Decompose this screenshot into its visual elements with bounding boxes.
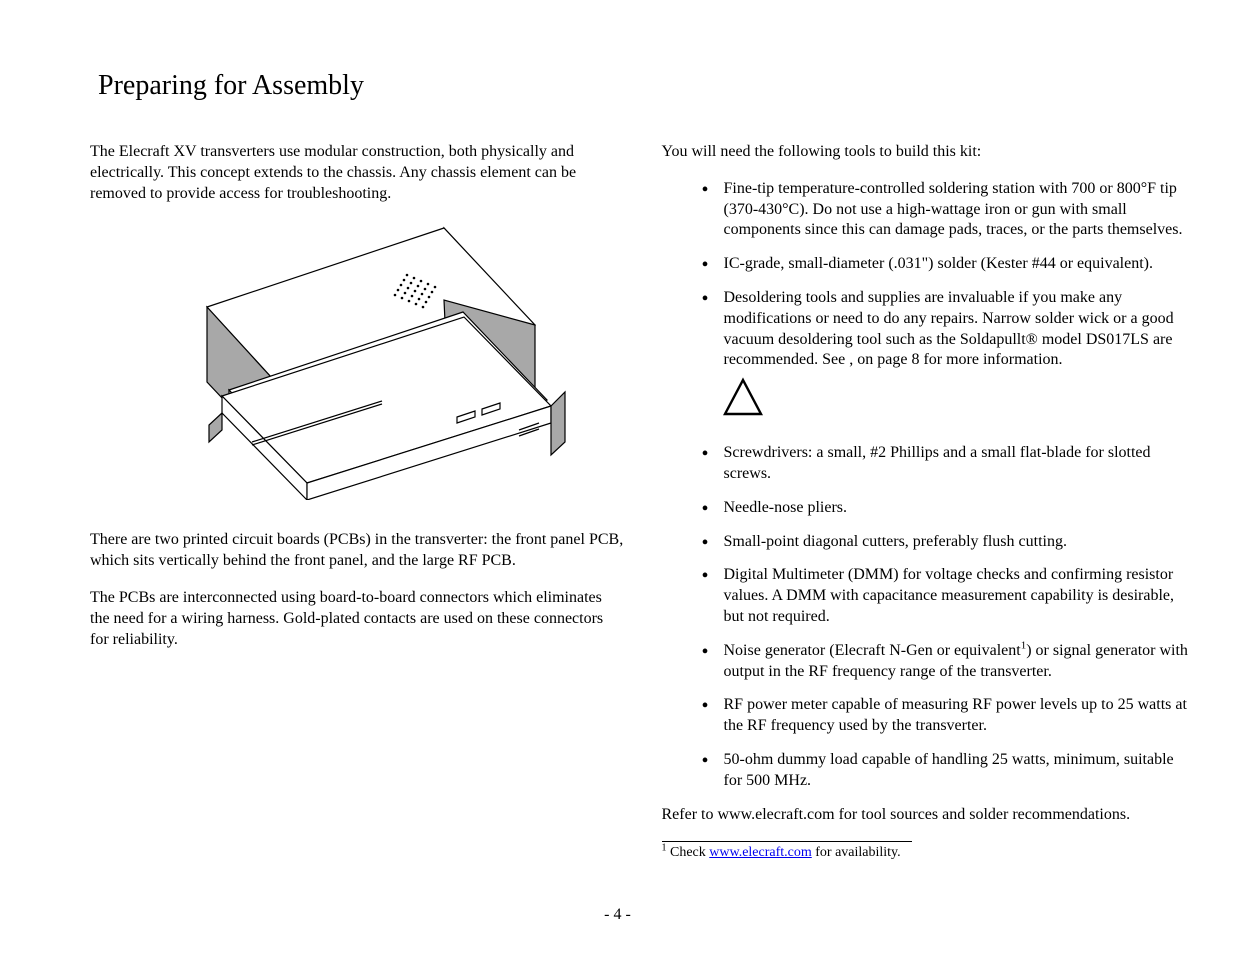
list-item: Noise generator (Elecraft N-Gen or equiv… bbox=[702, 641, 1196, 683]
footnote: 1 Check www.elecraft.com for availabilit… bbox=[662, 845, 1196, 861]
page-number: - 4 - bbox=[604, 906, 631, 924]
list-item: 50-ohm dummy load capable of handling 25… bbox=[702, 750, 1196, 792]
tools-intro: You will need the following tools to bui… bbox=[662, 142, 1196, 163]
intro-paragraph-1: The Elecraft XV transverters use modular… bbox=[90, 142, 624, 204]
list-item: Digital Multimeter (DMM) for voltage che… bbox=[702, 565, 1196, 627]
list-item: IC-grade, small-diameter (.031") solder … bbox=[702, 254, 1196, 275]
list-item: Needle-nose pliers. bbox=[702, 498, 1196, 519]
chassis-figure bbox=[90, 220, 624, 505]
footnote-rule bbox=[662, 841, 912, 842]
list-item: Small-point diagonal cutters, preferably… bbox=[702, 532, 1196, 553]
list-item: Fine-tip temperature-controlled solderin… bbox=[702, 179, 1196, 241]
tools-list-2: Screwdrivers: a small, #2 Phillips and a… bbox=[662, 443, 1196, 791]
left-column: The Elecraft XV transverters use modular… bbox=[90, 142, 624, 861]
footnote-link[interactable]: www.elecraft.com bbox=[709, 845, 811, 860]
intro-paragraph-3: The PCBs are interconnected using board-… bbox=[90, 588, 624, 650]
list-item: Screwdrivers: a small, #2 Phillips and a… bbox=[702, 443, 1196, 485]
list-item-text: , on page 8 for more information. bbox=[849, 351, 1062, 368]
right-column: You will need the following tools to bui… bbox=[662, 142, 1196, 861]
tools-list-1: Fine-tip temperature-controlled solderin… bbox=[662, 179, 1196, 371]
list-item: Desoldering tools and supplies are inval… bbox=[702, 288, 1196, 371]
page-title: Preparing for Assembly bbox=[98, 70, 1195, 102]
footnote-text: Check bbox=[667, 845, 710, 860]
warning-icon bbox=[722, 376, 1196, 423]
list-item-text: Noise generator (Elecraft N-Gen or equiv… bbox=[724, 642, 1021, 659]
footnote-text: for availability. bbox=[812, 845, 901, 860]
list-item: RF power meter capable of measuring RF p… bbox=[702, 695, 1196, 737]
tools-outro: Refer to www.elecraft.com for tool sourc… bbox=[662, 805, 1196, 826]
intro-paragraph-2: There are two printed circuit boards (PC… bbox=[90, 530, 624, 572]
